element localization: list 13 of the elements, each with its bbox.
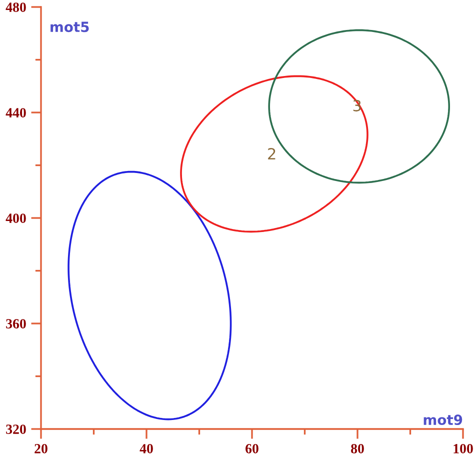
x-tick-label: 40 — [140, 444, 153, 454]
y-tick-label: 360 — [6, 319, 26, 328]
x-tick-label: 60 — [246, 444, 258, 454]
x-tick-label: 100 — [454, 444, 473, 454]
y-tick-label: 320 — [6, 424, 26, 434]
y-axis-title: mot5 — [50, 22, 89, 32]
annotation: 2 — [268, 148, 276, 160]
x-axis-title: mot9 — [424, 414, 462, 426]
y-tick-label: 480 — [6, 2, 26, 12]
x-tick-label: 20 — [34, 444, 48, 454]
x-tick-label: 80 — [351, 444, 364, 454]
y-tick-label: 440 — [6, 108, 26, 118]
y-tick-label: 400 — [6, 214, 26, 223]
